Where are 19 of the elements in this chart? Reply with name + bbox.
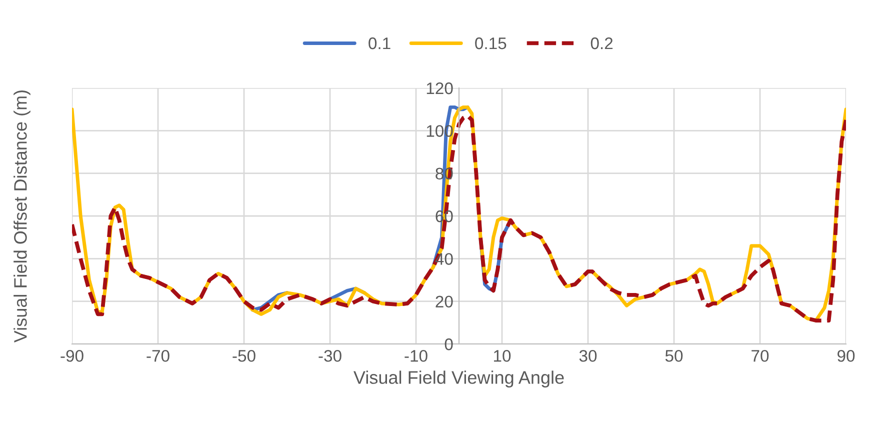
y-tick-label: 20	[436, 296, 453, 308]
x-tick-label: 10	[494, 350, 511, 362]
x-tick-label: -30	[318, 350, 342, 362]
legend-label: 0.15	[475, 37, 506, 50]
y-tick-label: 120	[426, 82, 453, 94]
legend-label: 0.1	[368, 37, 390, 50]
x-tick-label: 30	[579, 350, 597, 362]
legend-label: 0.2	[590, 37, 613, 50]
x-tick-label: -50	[232, 350, 256, 362]
y-tick-label: 80	[436, 168, 453, 180]
x-tick-label: -70	[146, 350, 170, 362]
x-tick-label: -90	[60, 350, 84, 362]
x-tick-label: 50	[665, 350, 683, 362]
y-axis-title: Visual Field Offset Distance (m)	[14, 90, 30, 343]
x-tick-label: 70	[752, 350, 769, 362]
x-axis-title: Visual Field Viewing Angle	[354, 370, 564, 388]
x-tick-label: 90	[838, 350, 855, 362]
x-tick-label: -10	[404, 350, 428, 362]
y-tick-label: 0	[444, 338, 453, 350]
